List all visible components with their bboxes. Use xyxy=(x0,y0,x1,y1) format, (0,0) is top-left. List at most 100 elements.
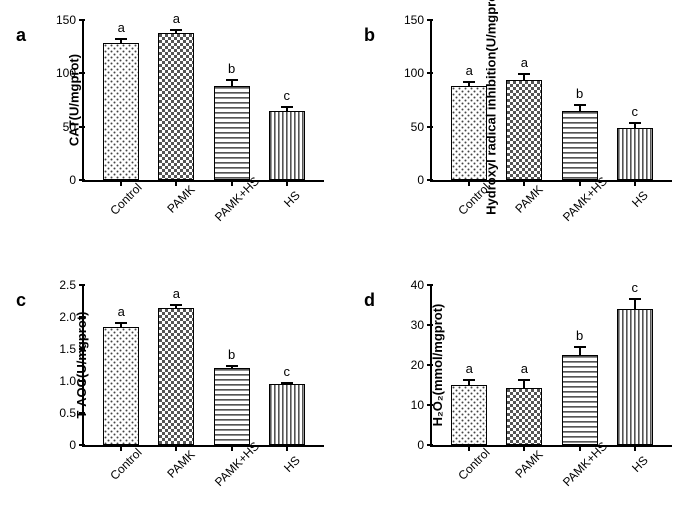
xtick xyxy=(579,180,581,186)
panel-c: c T-AOC(U/mgprot) 00.51.01.52.02.5aContr… xyxy=(12,270,342,520)
error-cap xyxy=(463,379,475,381)
bar-pamk-hs xyxy=(214,86,250,180)
xtick xyxy=(231,445,233,451)
bar-hs xyxy=(617,128,653,180)
ytick xyxy=(427,19,433,21)
ytick xyxy=(427,72,433,74)
panel-b: b Hydroxyl radical inhibition(U/mgprot) … xyxy=(360,5,690,255)
figure: a CAT(U/mgprot) 050100150aControlaPAMKbP… xyxy=(0,0,700,526)
bar-group: a xyxy=(158,285,194,445)
significance-letter: c xyxy=(632,280,639,295)
ytick xyxy=(79,126,85,128)
significance-letter: a xyxy=(521,55,528,70)
error-bar xyxy=(523,380,525,388)
plot-area-a: CAT(U/mgprot) 050100150aControlaPAMKbPAM… xyxy=(82,20,324,182)
bar-group: a xyxy=(451,285,487,445)
ytick-label: 0 xyxy=(417,438,424,452)
bar-hs xyxy=(269,111,305,180)
ytick xyxy=(427,444,433,446)
xtick-label: HS xyxy=(629,453,651,475)
significance-letter: b xyxy=(576,328,583,343)
xtick xyxy=(523,445,525,451)
ytick-label: 100 xyxy=(404,66,424,80)
significance-letter: a xyxy=(466,63,473,78)
xtick xyxy=(286,180,288,186)
bar-group: b xyxy=(214,20,250,180)
plot-area-c: T-AOC(U/mgprot) 00.51.01.52.02.5aControl… xyxy=(82,285,324,447)
error-cap xyxy=(226,365,238,367)
bar-group: a xyxy=(103,285,139,445)
error-cap xyxy=(115,322,127,324)
panel-d: d H₂O₂(mmol/mgprot) 010203040aControlaPA… xyxy=(360,270,690,520)
xtick-label: PAMK+HS xyxy=(560,174,610,224)
bar-group: a xyxy=(451,20,487,180)
ylabel-c: T-AOC(U/mgprot) xyxy=(74,312,89,419)
ytick xyxy=(79,380,85,382)
bar-pamk-hs xyxy=(562,111,598,180)
xtick-label: PAMK xyxy=(513,182,546,215)
ytick xyxy=(427,324,433,326)
significance-letter: c xyxy=(632,104,639,119)
xtick-label: Control xyxy=(108,445,145,482)
ytick xyxy=(79,348,85,350)
ytick xyxy=(427,179,433,181)
significance-letter: c xyxy=(284,364,291,379)
significance-letter: a xyxy=(118,20,125,35)
bar-control xyxy=(451,385,487,445)
xtick xyxy=(523,180,525,186)
bar-pamk-hs xyxy=(214,368,250,445)
xtick xyxy=(579,445,581,451)
bar-pamk xyxy=(158,33,194,180)
ytick-label: 0 xyxy=(417,173,424,187)
error-cap xyxy=(115,38,127,40)
panel-letter-c: c xyxy=(16,290,26,311)
ytick xyxy=(427,364,433,366)
xtick xyxy=(634,180,636,186)
error-cap xyxy=(574,346,586,348)
significance-letter: a xyxy=(118,304,125,319)
bar-group: b xyxy=(562,285,598,445)
error-bar xyxy=(579,347,581,355)
bar-group: a xyxy=(158,20,194,180)
bar-hs xyxy=(617,309,653,445)
xtick xyxy=(120,180,122,186)
ytick-label: 0 xyxy=(69,173,76,187)
significance-letter: b xyxy=(576,86,583,101)
ytick-label: 0.5 xyxy=(59,406,76,420)
xtick-label: PAMK+HS xyxy=(212,174,262,224)
panel-letter-b: b xyxy=(364,25,375,46)
ytick xyxy=(79,316,85,318)
plot-area-d: H₂O₂(mmol/mgprot) 010203040aControlaPAMK… xyxy=(430,285,672,447)
ytick xyxy=(427,126,433,128)
bar-group: c xyxy=(269,20,305,180)
xtick xyxy=(175,180,177,186)
bar-group: b xyxy=(562,20,598,180)
bar-group: a xyxy=(506,285,542,445)
ytick-label: 0 xyxy=(69,438,76,452)
bar-group: a xyxy=(506,20,542,180)
significance-letter: a xyxy=(466,361,473,376)
ytick xyxy=(79,444,85,446)
panel-letter-d: d xyxy=(364,290,375,311)
error-cap xyxy=(170,304,182,306)
error-cap xyxy=(629,298,641,300)
bar-control xyxy=(103,43,139,180)
xtick xyxy=(231,180,233,186)
xtick xyxy=(468,445,470,451)
bar-hs xyxy=(269,384,305,445)
ytick-label: 20 xyxy=(411,358,424,372)
bar-control xyxy=(103,327,139,445)
xtick xyxy=(175,445,177,451)
xtick-label: Control xyxy=(456,445,493,482)
significance-letter: a xyxy=(521,361,528,376)
bar-control xyxy=(451,86,487,180)
panel-a: a CAT(U/mgprot) 050100150aControlaPAMKbP… xyxy=(12,5,342,255)
ytick-label: 10 xyxy=(411,398,424,412)
xtick-label: PAMK xyxy=(165,447,198,480)
xtick-label: PAMK+HS xyxy=(212,439,262,489)
error-cap xyxy=(629,122,641,124)
ytick-label: 2.0 xyxy=(59,310,76,324)
ytick-label: 50 xyxy=(411,120,424,134)
bar-group: c xyxy=(617,20,653,180)
error-cap xyxy=(518,379,530,381)
